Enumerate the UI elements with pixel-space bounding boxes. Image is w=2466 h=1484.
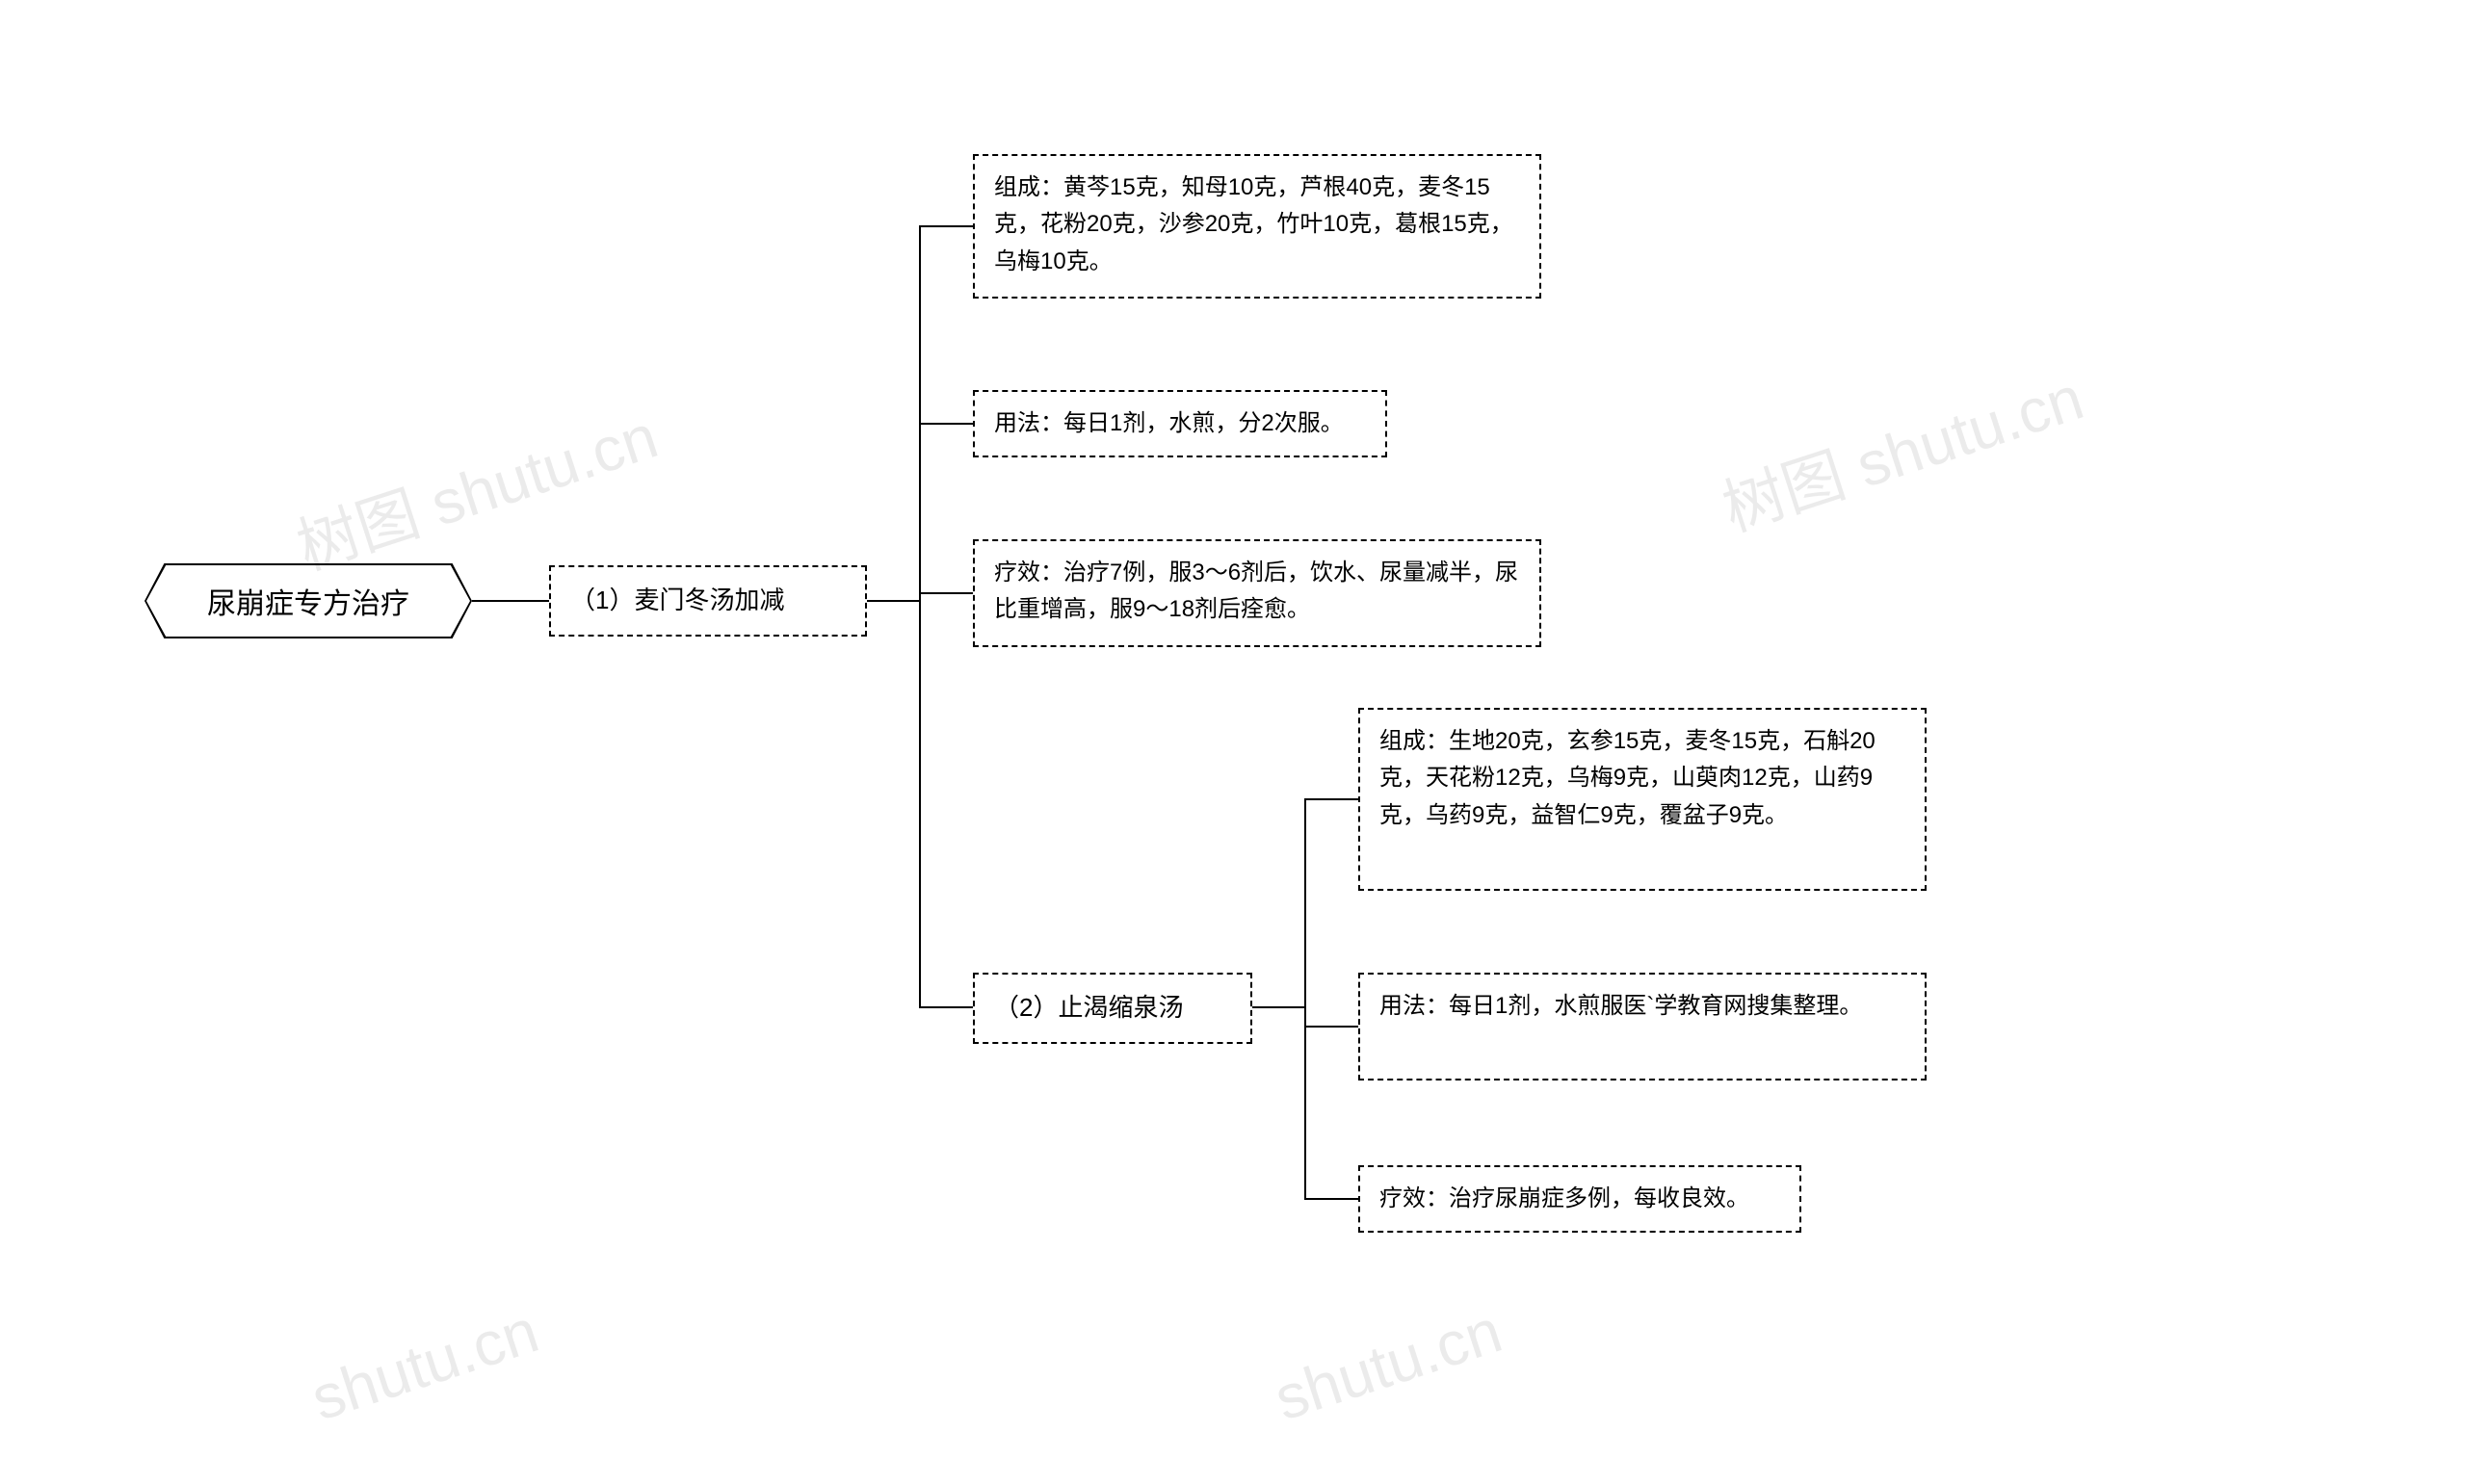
- level1-node: （1）麦门冬汤加减: [549, 565, 867, 637]
- leaf-node: 用法：每日1剂，水煎服医`学教育网搜集整理。: [1358, 973, 1927, 1080]
- leaf-node: 组成：生地20克，玄参15克，麦冬15克，石斛20克，天花粉12克，乌梅9克，山…: [1358, 708, 1927, 891]
- leaf-text: 组成：生地20克，玄参15克，麦冬15克，石斛20克，天花粉12克，乌梅9克，山…: [1379, 728, 1876, 828]
- root-label: 尿崩症专方治疗: [207, 580, 409, 622]
- level2-label: （2）止渴缩泉汤: [994, 993, 1183, 1022]
- level1-label: （1）麦门冬汤加减: [570, 586, 784, 614]
- watermark: 树图 shutu.cn: [284, 387, 667, 586]
- leaf-node: 用法：每日1剂，水煎，分2次服。: [973, 390, 1387, 457]
- leaf-text: 疗效：治疗7例，服3～6剂后，饮水、尿量减半，尿比重增高，服9～18剂后痊愈。: [994, 560, 1518, 622]
- leaf-text: 组成：黄芩15克，知母10克，芦根40克，麦冬15克，花粉20克，沙参20克，竹…: [994, 174, 1513, 274]
- leaf-text: 用法：每日1剂，水煎，分2次服。: [994, 410, 1344, 436]
- leaf-text: 疗效：治疗尿崩症多例，每收良效。: [1379, 1185, 1749, 1211]
- watermark: shutu.cn: [1266, 1294, 1509, 1434]
- leaf-node: 疗效：治疗尿崩症多例，每收良效。: [1358, 1165, 1801, 1233]
- root-node: 尿崩症专方治疗: [144, 563, 472, 638]
- leaf-node: 组成：黄芩15克，知母10克，芦根40克，麦冬15克，花粉20克，沙参20克，竹…: [973, 154, 1541, 299]
- leaf-text: 用法：每日1剂，水煎服医`学教育网搜集整理。: [1379, 993, 1862, 1019]
- watermark: 树图 shutu.cn: [1710, 349, 2092, 548]
- leaf-node: 疗效：治疗7例，服3～6剂后，饮水、尿量减半，尿比重增高，服9～18剂后痊愈。: [973, 539, 1541, 647]
- watermark: shutu.cn: [302, 1294, 546, 1434]
- level2-node: （2）止渴缩泉汤: [973, 973, 1252, 1044]
